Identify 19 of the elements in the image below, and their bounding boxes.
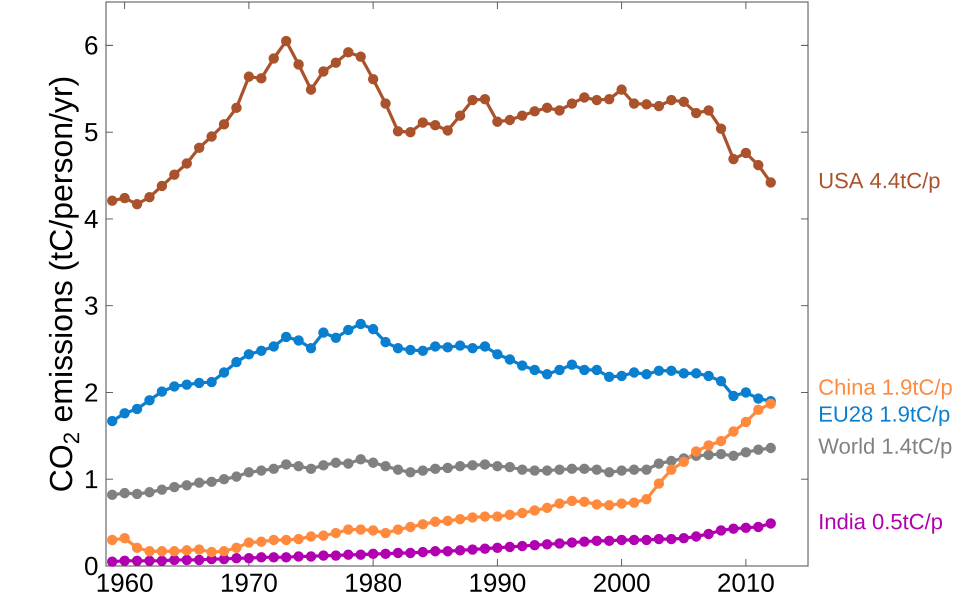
y-tick-label: 0 bbox=[85, 556, 98, 576]
text: USA 4.4tC/p bbox=[820, 172, 940, 193]
text: EU28 1.9tC/p bbox=[820, 406, 950, 426]
text: India 0.5tC/p bbox=[820, 513, 942, 534]
y-tick-label: 4 bbox=[84, 210, 98, 228]
x-tick-label: 1960 bbox=[98, 574, 153, 592]
y-tick-label: 1 bbox=[86, 470, 98, 488]
x-tick-label: 1990 bbox=[470, 574, 526, 592]
y-tick-label: 2 bbox=[85, 383, 98, 402]
text: China 1.9tC/p bbox=[819, 378, 952, 400]
x-tick-label: 1980 bbox=[346, 574, 402, 592]
series-label: World 1.4tC/p bbox=[818, 438, 952, 458]
y-tick-label: 6 bbox=[85, 36, 98, 55]
y-tick-label: 5 bbox=[85, 123, 98, 142]
y-tick-label: 3 bbox=[85, 296, 98, 315]
x-tick-label: 2010 bbox=[718, 574, 774, 592]
y-axis-title: CO$_{2}$ emissions (tC/person/yr) bbox=[48, 78, 80, 491]
x-tick-label: 2000 bbox=[594, 574, 650, 592]
x-tick-label: 1970 bbox=[222, 574, 277, 592]
